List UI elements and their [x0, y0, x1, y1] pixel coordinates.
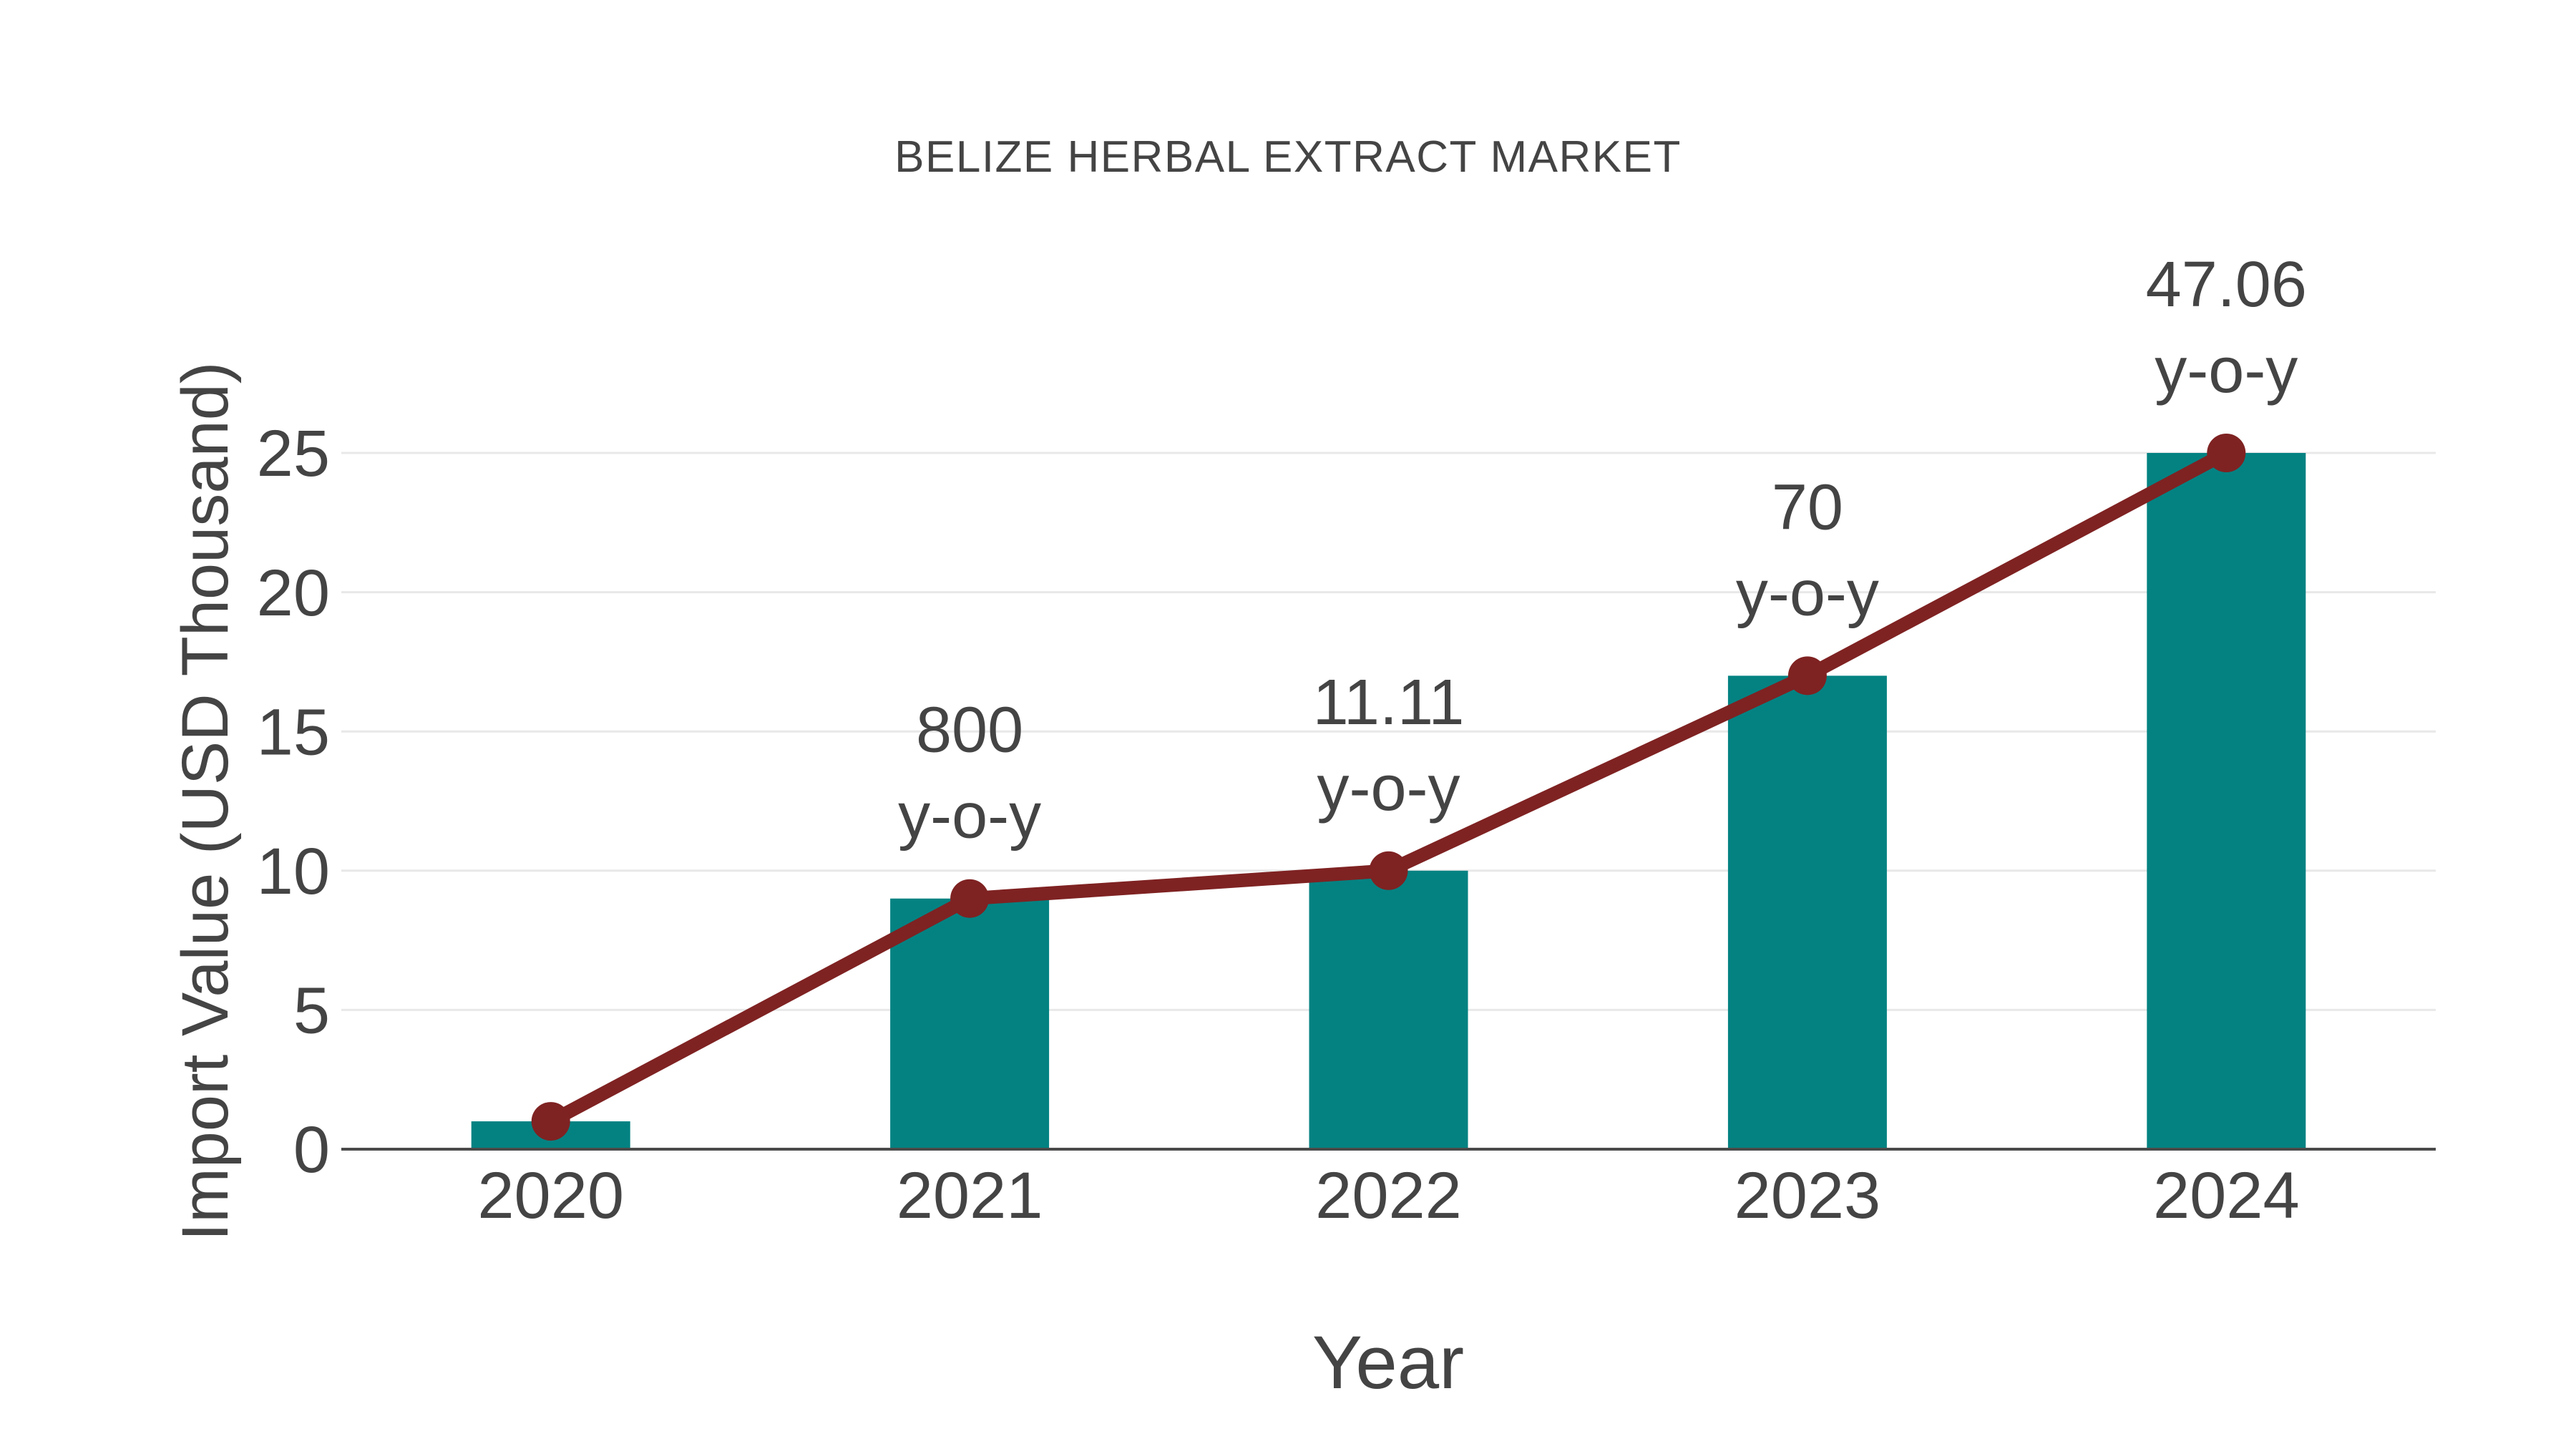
x-axis-tick-labels: 2020 2021 2022 2023 2024	[477, 1159, 2299, 1232]
bar-2023	[1727, 675, 1887, 1149]
chart-title: BELIZE HERBAL EXTRACT MARKET	[894, 132, 1682, 182]
x-tick-2023: 2023	[1735, 1159, 1881, 1232]
annotation-2022-yoy: y-o-y	[1317, 753, 1460, 824]
y-axis-tick-labels: 0 5 10 15 20 25	[257, 417, 330, 1186]
line-marker-2020	[531, 1102, 570, 1141]
annotation-2021-value: 800	[916, 695, 1023, 766]
bar-2024	[2147, 453, 2306, 1149]
bar-2022	[1309, 870, 1468, 1149]
annotation-2023-yoy: y-o-y	[1736, 557, 1879, 629]
y-tick-0: 0	[293, 1113, 330, 1186]
x-tick-2022: 2022	[1315, 1159, 1462, 1232]
y-tick-25: 25	[257, 417, 330, 490]
x-tick-2021: 2021	[897, 1159, 1043, 1232]
bar-2021	[890, 898, 1050, 1149]
gridlines	[341, 452, 2436, 1011]
x-axis-title: Year	[1312, 1321, 1464, 1405]
y-axis-title: Import Value (USD Thousand)	[169, 362, 242, 1241]
annotation-2023-value: 70	[1772, 472, 1843, 543]
line-marker-2024	[2207, 434, 2246, 472]
x-tick-2020: 2020	[477, 1159, 624, 1232]
line-series	[531, 434, 2246, 1141]
line-marker-2022	[1369, 851, 1408, 890]
annotation-2024-value: 47.06	[2146, 249, 2307, 321]
annotation-2024-yoy: y-o-y	[2155, 335, 2298, 406]
annotation-2021-yoy: y-o-y	[898, 781, 1041, 852]
line-marker-2023	[1787, 656, 1827, 696]
yoy-annotations: 800 y-o-y 11.11 y-o-y 70 y-o-y 47.06 y-o-y	[898, 249, 2307, 852]
line-marker-2021	[950, 879, 990, 918]
x-tick-2024: 2024	[2153, 1159, 2300, 1232]
y-tick-15: 15	[257, 696, 330, 769]
y-tick-20: 20	[257, 557, 330, 630]
annotation-2022-value: 11.11	[1313, 667, 1465, 738]
bar-series	[471, 453, 2306, 1149]
y-tick-10: 10	[257, 835, 330, 908]
y-tick-5: 5	[293, 975, 330, 1048]
